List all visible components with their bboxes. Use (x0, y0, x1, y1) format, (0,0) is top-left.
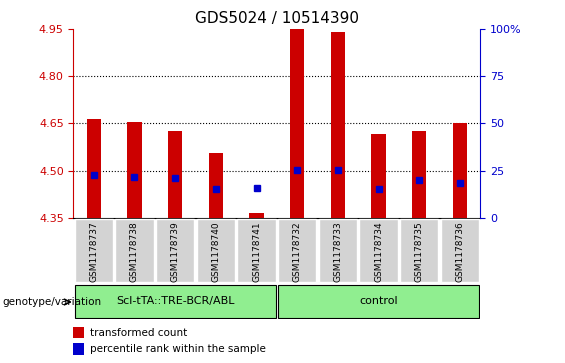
Text: GSM1178737: GSM1178737 (89, 221, 98, 282)
Bar (115, 219, 154, 282)
Bar (75, 285, 276, 318)
Bar (278, 219, 316, 282)
Bar (319, 219, 357, 282)
Text: GSM1178735: GSM1178735 (415, 221, 424, 282)
Bar (453, 123, 467, 218)
Text: GSM1178738: GSM1178738 (130, 221, 139, 282)
Text: GSM1178740: GSM1178740 (211, 221, 220, 282)
Bar (278, 285, 479, 318)
Bar (73, 327, 84, 338)
Bar (400, 219, 438, 282)
Bar (168, 131, 182, 218)
Bar (237, 219, 276, 282)
Text: GSM1178732: GSM1178732 (293, 221, 302, 282)
Text: GSM1178736: GSM1178736 (455, 221, 464, 282)
Text: GSM1178741: GSM1178741 (252, 221, 261, 282)
Bar (127, 122, 142, 218)
Text: control: control (359, 296, 398, 306)
Text: GSM1178739: GSM1178739 (171, 221, 180, 282)
Bar (359, 219, 398, 282)
Bar (86, 119, 101, 218)
Bar (249, 213, 264, 218)
Bar (331, 32, 345, 218)
Bar (197, 219, 235, 282)
Bar (441, 219, 479, 282)
Bar (156, 219, 194, 282)
Bar (75, 219, 113, 282)
Bar (208, 153, 223, 218)
Text: GSM1178734: GSM1178734 (374, 221, 383, 282)
Bar (412, 131, 427, 218)
Bar (290, 29, 305, 218)
Title: GDS5024 / 10514390: GDS5024 / 10514390 (195, 12, 359, 26)
Text: percentile rank within the sample: percentile rank within the sample (90, 344, 266, 354)
Bar (371, 134, 386, 218)
Text: Scl-tTA::TRE-BCR/ABL: Scl-tTA::TRE-BCR/ABL (116, 296, 234, 306)
Bar (73, 343, 84, 355)
Text: GSM1178733: GSM1178733 (333, 221, 342, 282)
Text: genotype/variation: genotype/variation (3, 297, 102, 307)
Text: transformed count: transformed count (90, 327, 187, 338)
